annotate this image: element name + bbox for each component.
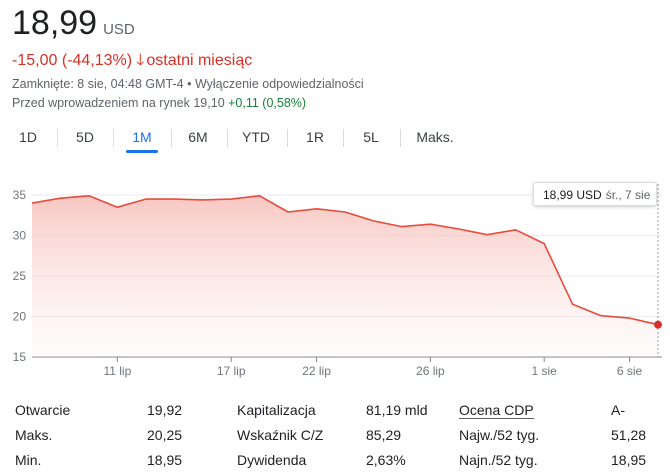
- stat-value-pe: 85,29: [366, 427, 402, 443]
- stat-value-low: 18,95: [147, 452, 183, 468]
- tab-maks[interactable]: Maks.: [416, 129, 454, 145]
- y-tick-label: 25: [13, 269, 27, 283]
- price-chart[interactable]: 15 20 25 30 35 11 lip 17 lip 22 lip 26 lip 1 sie…: [0, 170, 670, 390]
- tab-divider: [343, 129, 344, 147]
- x-tick-label: 26 lip: [416, 364, 445, 378]
- stat-label-52w-low: Najn./52 tyg.: [459, 452, 538, 468]
- tab-6m[interactable]: 6M: [188, 129, 208, 145]
- x-tick-label: 1 sie: [532, 364, 558, 378]
- price-change: -15,00 (-44,13%) 🡓 ostatni miesiąc: [12, 49, 252, 76]
- y-tick-label: 30: [13, 229, 27, 243]
- stat-value-dividend: 2,63%: [366, 452, 406, 468]
- tab-1d[interactable]: 1D: [19, 129, 37, 145]
- arrow-down-icon: 🡓: [136, 52, 145, 69]
- tab-divider: [171, 129, 172, 147]
- closed-time: Zamknięte: 8 sie, 04:48 GMT-4: [12, 77, 184, 91]
- tab-1r[interactable]: 1R: [306, 129, 324, 145]
- price-line: [31, 195, 659, 326]
- change-period: ostatni miesiąc: [146, 52, 253, 69]
- change-value: -15,00 (-44,13%): [12, 52, 133, 69]
- tab-1m[interactable]: 1M: [126, 124, 158, 153]
- tab-divider: [113, 129, 114, 147]
- x-tick-label: 11 lip: [103, 364, 131, 378]
- tab-divider: [227, 129, 228, 147]
- tab-ytd[interactable]: YTD: [242, 129, 270, 145]
- y-tick-label: 35: [13, 188, 27, 202]
- tab-divider: [287, 129, 288, 147]
- separator-dot: •: [187, 77, 192, 91]
- stat-value-cdp: A-: [611, 402, 625, 418]
- stat-label-open: Otwarcie: [15, 402, 71, 418]
- stat-label-low: Min.: [15, 452, 42, 468]
- stat-label-mktcap: Kapitalizacja: [237, 402, 316, 418]
- stat-label-dividend: Dywidenda: [237, 452, 307, 468]
- price-tooltip: 18,99 USD śr., 7 sie: [533, 182, 657, 206]
- stat-label-pe: Wskaźnik C/Z: [237, 427, 324, 443]
- stat-value-high: 20,25: [147, 427, 183, 443]
- x-tick-label: 22 lip: [302, 364, 331, 378]
- premarket-change: +0,11 (0,58%): [228, 96, 307, 110]
- premarket-info: Przed wprowadzeniem na rynek 19,10 +0,11…: [12, 96, 306, 110]
- tab-divider: [400, 129, 401, 147]
- x-tick-label: 6 sie: [617, 364, 643, 378]
- currency-label: USD: [103, 21, 135, 38]
- tab-5l[interactable]: 5L: [363, 129, 379, 145]
- premarket-label: Przed wprowadzeniem na rynek: [12, 96, 190, 110]
- market-status: Zamknięte: 8 sie, 04:48 GMT-4 • Wyłączen…: [12, 77, 364, 91]
- cdp-rating-link[interactable]: Ocena CDP: [459, 402, 534, 419]
- tooltip-price: 18,99 USD: [543, 188, 602, 202]
- stat-label-high: Maks.: [15, 427, 53, 443]
- tab-5d[interactable]: 5D: [76, 129, 94, 145]
- stat-value-mktcap: 81,19 mld: [366, 402, 428, 418]
- tooltip-date: śr., 7 sie: [605, 188, 651, 202]
- premarket-price: 19,10: [193, 96, 225, 110]
- disclaimer-link[interactable]: Wyłączenie odpowiedzialności: [194, 77, 364, 91]
- stat-value-52w-low: 18,95: [611, 452, 647, 468]
- x-tick-label: 17 lip: [217, 364, 246, 378]
- price-header: 18,99 USD: [12, 4, 135, 43]
- current-price: 18,99: [12, 4, 98, 42]
- y-tick-label: 20: [13, 310, 27, 324]
- stat-value-open: 19,92: [147, 402, 183, 418]
- stat-value-52w-high: 51,28: [611, 427, 647, 443]
- tab-divider: [57, 129, 58, 147]
- last-point-marker: [654, 320, 662, 329]
- y-tick-label: 15: [13, 350, 27, 364]
- price-area-fill: [32, 195, 658, 357]
- stat-label-52w-high: Najw./52 tyg.: [459, 427, 540, 443]
